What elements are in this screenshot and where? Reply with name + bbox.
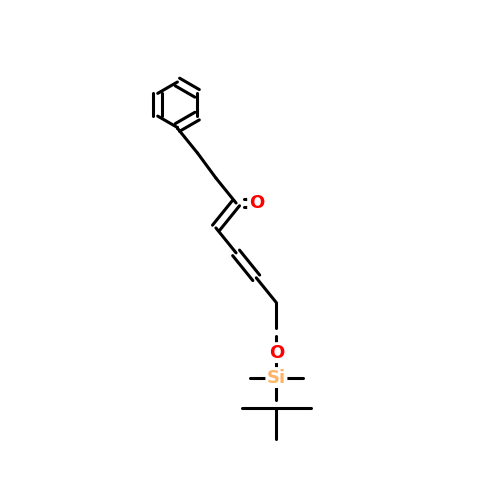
- Text: Si: Si: [267, 368, 286, 386]
- Text: O: O: [248, 194, 264, 212]
- Text: O: O: [269, 344, 284, 361]
